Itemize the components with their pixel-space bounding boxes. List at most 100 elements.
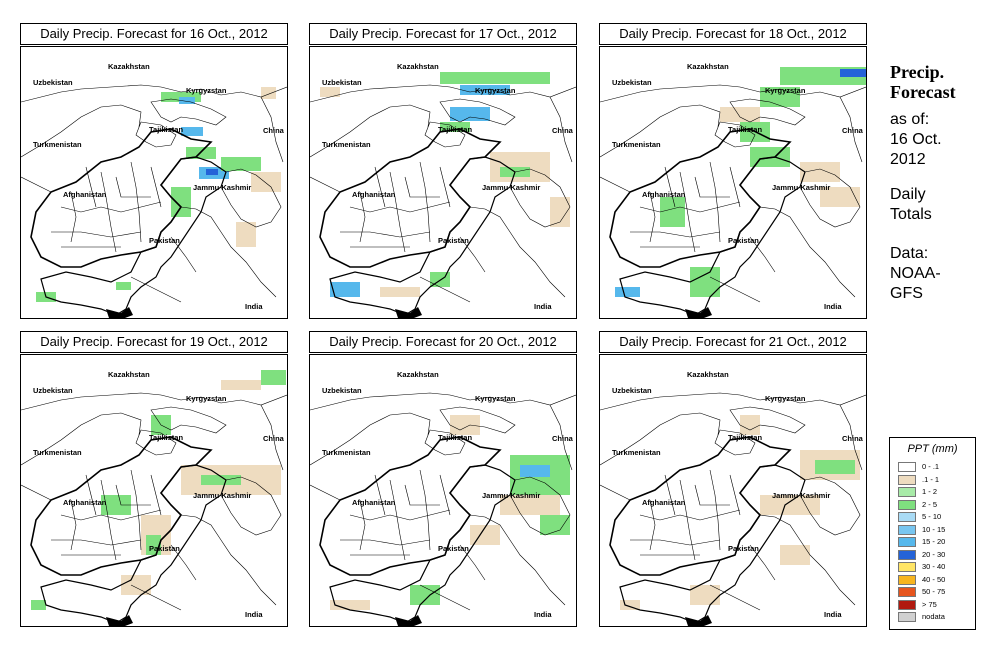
precip-map: Kazakhstan Uzbekistan Kyrgyzstan Tajikistan… <box>309 354 577 627</box>
legend-label: 50 - 75 <box>922 587 946 596</box>
coastline <box>106 307 133 318</box>
province-border <box>419 469 431 551</box>
pakistan-border <box>619 156 806 316</box>
pakistan-border <box>619 464 806 624</box>
precip-cell <box>500 495 560 515</box>
map-label-jammu-kashmir: Jammu Kashmir <box>482 491 540 500</box>
province-border <box>21 392 162 411</box>
province-border <box>130 276 182 303</box>
precip-cell <box>440 122 470 132</box>
map-label-kyrgyzstan: Kyrgyzstan <box>186 86 227 95</box>
map-label-china: China <box>552 434 574 443</box>
province-border <box>799 168 861 228</box>
precip-cell <box>330 600 370 610</box>
map-label-kyrgyzstan: Kyrgyzstan <box>765 394 806 403</box>
province-border <box>759 514 856 606</box>
province-border <box>439 406 516 434</box>
coastline <box>395 615 422 626</box>
province-border <box>639 509 741 521</box>
totals-line2: Totals <box>890 206 932 223</box>
province-border <box>419 161 431 243</box>
province-border <box>359 499 366 551</box>
legend-item: .1 - 1 <box>898 474 972 486</box>
map-label-kyrgyzstan: Kyrgyzstan <box>765 86 806 95</box>
province-border <box>135 429 177 456</box>
precip-cell <box>171 187 191 217</box>
province-border <box>135 121 177 148</box>
legend-item: 2 - 5 <box>898 499 972 511</box>
map-label-uzbekistan: Uzbekistan <box>322 78 362 87</box>
map-label-china: China <box>263 434 285 443</box>
precip-cell <box>440 72 550 84</box>
province-border <box>424 121 466 148</box>
precip-cell <box>550 197 570 227</box>
province-border <box>100 171 117 253</box>
precip-cell <box>181 127 203 136</box>
province-border <box>709 161 721 243</box>
map-label-afghanistan: Afghanistan <box>352 498 396 507</box>
province-border <box>439 166 451 208</box>
province-border <box>21 84 162 103</box>
legend-label: nodata <box>922 612 945 621</box>
coastline <box>106 615 133 626</box>
legend-item: 50 - 75 <box>898 587 972 598</box>
map-label-kazakhstan: Kazakhstan <box>687 370 729 379</box>
province-border <box>600 84 741 103</box>
precip-cell <box>450 107 490 121</box>
map-label-afghanistan: Afghanistan <box>642 190 686 199</box>
province-border <box>115 176 151 198</box>
province-border <box>729 98 806 126</box>
province-border <box>709 276 761 303</box>
province-border <box>759 206 856 298</box>
precip-cell <box>179 97 195 104</box>
legend-label: > 75 <box>922 599 937 609</box>
province-border <box>310 412 431 466</box>
precip-cell <box>450 415 480 435</box>
panel-title: Daily Precip. Forecast for 21 Oct., 2012 <box>599 331 867 353</box>
map-label-uzbekistan: Uzbekistan <box>322 386 362 395</box>
province-border <box>600 104 721 158</box>
map-label-china: China <box>263 126 285 135</box>
province-border <box>749 544 776 581</box>
afghanistan-border <box>319 436 502 576</box>
province-border <box>170 544 197 581</box>
province-border <box>374 166 386 208</box>
precip-cell <box>690 585 720 605</box>
precip-cell <box>720 107 760 122</box>
province-border <box>549 404 573 471</box>
province-border <box>150 98 227 126</box>
legend-label: 0 - .1 <box>922 462 940 471</box>
province-border <box>310 84 451 103</box>
as-of-label: as of: <box>890 111 930 128</box>
pakistan-border <box>40 464 227 624</box>
map-label-uzbekistan: Uzbekistan <box>33 78 73 87</box>
coastline <box>395 307 422 318</box>
map-label-afghanistan: Afghanistan <box>642 498 686 507</box>
province-border <box>439 98 516 126</box>
precip-map: Kazakhstan Uzbekistan Kyrgyzstan Tajikistan… <box>20 354 288 627</box>
map-label-turkmenistan: Turkmenistan <box>612 140 661 149</box>
forecast-panel-1: Daily Precip. Forecast for 16 Oct., 2012… <box>20 23 288 319</box>
province-border <box>359 191 366 243</box>
province-border <box>349 509 451 521</box>
legend-item: 10 - 15 <box>898 524 972 536</box>
province-border <box>404 176 440 198</box>
legend-item: 0 - .1 <box>898 462 972 473</box>
province-border <box>220 168 282 228</box>
map-label-pakistan: Pakistan <box>438 544 469 553</box>
as-of-block: as of: 16 Oct. 2012 <box>890 110 942 170</box>
side-title: Precip. Forecast <box>890 62 956 102</box>
map-label-jammu-kashmir: Jammu Kashmir <box>772 183 830 192</box>
province-border <box>714 121 756 148</box>
province-border <box>649 499 656 551</box>
map-label-tajikistan: Tajikistan <box>728 433 762 442</box>
side-title-line1: Precip. <box>890 62 945 82</box>
precip-cell <box>121 575 151 595</box>
map-label-turkmenistan: Turkmenistan <box>322 448 371 457</box>
precip-cell <box>221 157 261 171</box>
pakistan-border <box>329 156 516 316</box>
map-label-turkmenistan: Turkmenistan <box>612 448 661 457</box>
map-svg: Kazakhstan Uzbekistan Kyrgyzstan Tajikistan… <box>310 62 576 318</box>
legend-item: nodata <box>898 612 972 623</box>
precip-cell <box>815 460 855 474</box>
